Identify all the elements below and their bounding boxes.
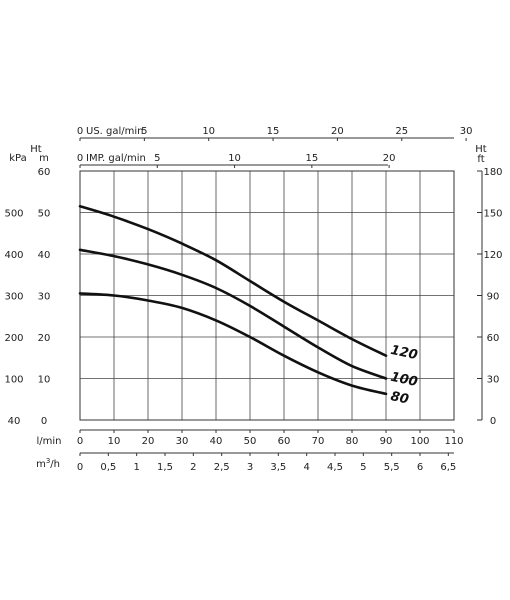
y-ft-tick-label: 120 [483,250,502,261]
y-kpa-tick-label: 100 [4,375,23,386]
x-m3h-tick-label: 6 [417,462,423,473]
x-m3h-tick-label: 4,5 [327,462,343,473]
x-usgal-tick-label: 5 [141,126,147,137]
y-m-tick-label: 60 [38,167,51,178]
x-m3h-tick-label: 2 [190,462,196,473]
axes: 6050403020100500400300200100401801501209… [4,126,502,473]
y-kpa-tick-label: 500 [4,209,23,220]
x-m3h-tick-label: 3,5 [270,462,286,473]
curve-120 [78,205,388,357]
x-impgal-tick-label: 20 [383,153,396,164]
x-m3h-tick-label: 1 [133,462,139,473]
x-lmin-tick-label: 50 [244,436,257,447]
x-m3h-tick-label: 0,5 [100,462,116,473]
curve-label-100: 100 [389,370,419,390]
lmin-unit: l/min [36,436,61,447]
y-m-tick-label: 20 [38,333,51,344]
x-lmin-tick-label: 110 [444,436,463,447]
y-ft-tick-label: 0 [490,416,496,427]
y-m-tick-label: 0 [41,416,47,427]
curve-80 [78,292,388,396]
usgal-unit: US. gal/min [86,126,144,137]
x-m3h-tick-label: 2,5 [214,462,230,473]
curve-label-80: 80 [389,389,410,407]
x-m3h-tick-label: 3 [247,462,253,473]
x-lmin-tick-label: 100 [410,436,429,447]
x-m3h-tick-label: 1,5 [157,462,173,473]
x-m3h-tick-label: 0 [77,462,83,473]
x-lmin-tick-label: 10 [108,436,121,447]
m-unit: m [39,153,49,164]
x-impgal-tick-label: 15 [305,153,318,164]
x-impgal-tick-label: 5 [154,153,160,164]
x-m3h-tick-label: 4 [303,462,309,473]
y-kpa-tick-label: 300 [4,292,23,303]
y-ft-tick-label: 90 [487,292,500,303]
x-impgal-tick-label: 10 [228,153,241,164]
y-m-tick-label: 40 [38,250,51,261]
x-m3h-tick-label: 5,5 [384,462,400,473]
x-lmin-tick-label: 40 [210,436,223,447]
x-usgal-tick-label: 10 [202,126,215,137]
x-lmin-tick-label: 70 [312,436,325,447]
y-kpa-tick-label: 200 [4,333,23,344]
y-kpa-tick-label: 400 [4,250,23,261]
y-m-tick-label: 30 [38,292,51,303]
y-m-tick-label: 10 [38,375,51,386]
y-m-tick-label: 50 [38,209,51,220]
impgal-unit: IMP. gal/min [86,153,146,164]
ht-m-unit-top: Ht [30,144,42,155]
x-lmin-tick-label: 0 [77,436,83,447]
x-m3h-tick-label: 6,5 [440,462,456,473]
x-m3h-tick-label: 5 [360,462,366,473]
curve-label-120: 120 [389,343,419,363]
x-lmin-tick-label: 30 [176,436,189,447]
kpa-unit: kPa [9,153,27,164]
y-kpa-tick-label: 40 [8,416,21,427]
x-usgal-tick-label: 15 [267,126,280,137]
y-ft-tick-label: 30 [487,375,500,386]
y-ft-tick-label: 150 [483,209,502,220]
x-impgal-tick-label: 0 [77,153,83,164]
x-usgal-tick-label: 25 [395,126,408,137]
ht-ft-unit-top: Ht [475,144,487,155]
y-ft-tick-label: 180 [483,167,502,178]
y-ft-tick-label: 60 [487,333,500,344]
x-lmin-tick-label: 60 [278,436,291,447]
x-usgal-tick-label: 20 [331,126,344,137]
m3h-unit: m3/h [36,457,60,470]
ft-unit: ft [477,154,484,165]
curves [78,205,388,396]
x-lmin-tick-label: 90 [380,436,393,447]
curve-100 [78,248,388,380]
x-usgal-tick-label: 0 [77,126,83,137]
x-lmin-tick-label: 20 [142,436,155,447]
x-lmin-tick-label: 80 [346,436,359,447]
x-usgal-tick-label: 30 [460,126,473,137]
